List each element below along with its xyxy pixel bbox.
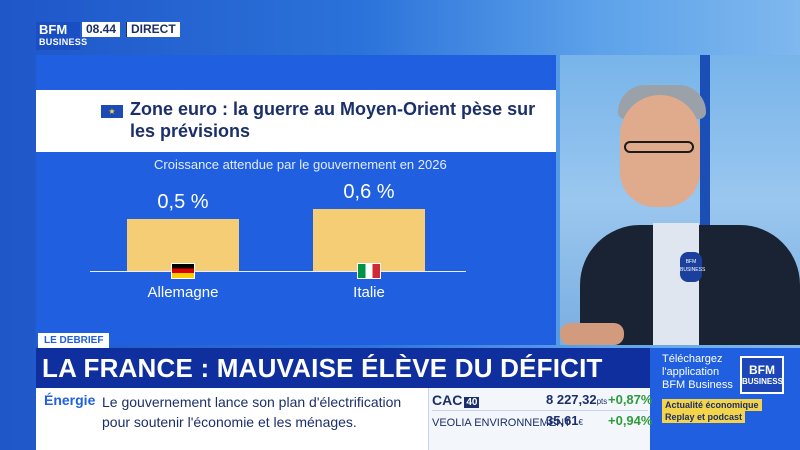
- chart-value-label: 0,5 %: [157, 191, 209, 214]
- germany-flag-icon: [171, 263, 195, 279]
- bar-chart: 0,5 % Allemagne 0,6 % Italie: [36, 180, 556, 310]
- market-divider: [432, 410, 648, 411]
- italy-flag-icon: [357, 263, 381, 279]
- promo-logo: BFM BUSINESS: [740, 356, 784, 394]
- market-change: +0,94%: [608, 413, 653, 428]
- logo-line1: BFM: [39, 22, 68, 37]
- presenter-shirt: [653, 223, 699, 345]
- promo-tag-replay: Replay et podcast: [662, 411, 746, 423]
- channel-logo: BFM BUSINESS: [36, 22, 88, 50]
- logo-line2: BUSINESS: [39, 37, 88, 47]
- promo-logo-line2: BUSINESS: [742, 377, 783, 386]
- market-name: CAC 40: [432, 392, 480, 408]
- presenter-hand: [560, 323, 624, 345]
- ticker-category: Énergie: [44, 392, 96, 408]
- title-band: [36, 348, 650, 388]
- promo-logo-line1: BFM: [749, 363, 775, 377]
- microphone: BFM BUSINESS: [680, 252, 705, 282]
- chart-baseline: [90, 271, 466, 272]
- chart-bar: [313, 209, 425, 271]
- promo-tag-news: Actualité économique: [662, 399, 762, 411]
- presenter: BFM BUSINESS: [560, 55, 800, 345]
- chart-value-label: 0,6 %: [343, 181, 395, 203]
- chart-category-label: Italie: [353, 284, 385, 301]
- market-unit: pts: [596, 397, 608, 406]
- live-label: DIRECT: [126, 22, 180, 37]
- program-label: LE DEBRIEF: [38, 333, 110, 348]
- studio-pillar: [700, 55, 710, 345]
- market-row: VEOLIA ENVIRONNEMENT 35,61€ +0,94%: [432, 411, 652, 433]
- clock: 08.44: [82, 22, 121, 37]
- market-value-text: 8 227,32: [546, 392, 597, 407]
- chart-subtitle: Croissance attendue par le gouvernement …: [154, 157, 447, 172]
- market-unit: €: [578, 418, 583, 427]
- market-name: VEOLIA ENVIRONNEMENT: [432, 417, 571, 429]
- market-value: 35,61€: [546, 413, 583, 428]
- promo-text: Téléchargez l'application BFM Business: [662, 353, 733, 391]
- market-row: CAC 40 8 227,32pts +0,87%: [432, 390, 652, 412]
- ticker-text: Le gouvernement lance son plan d'électri…: [102, 394, 402, 430]
- market-value: 8 227,32pts: [546, 392, 607, 407]
- chart-category-label: Allemagne: [147, 284, 219, 301]
- eu-flag-icon: ★: [100, 104, 124, 119]
- market-change: +0,87%: [608, 392, 653, 407]
- panel-headline: Zone euro : la guerre au Moyen-Orient pè…: [130, 99, 536, 141]
- panel-header: [36, 90, 556, 152]
- lower-third-title: LA FRANCE : MAUVAISE ÉLÈVE DU DÉFICIT: [42, 353, 603, 383]
- market-value-text: 35,61: [546, 413, 579, 428]
- presenter-glasses: [624, 141, 694, 153]
- news-ticker: [36, 388, 428, 450]
- market-badge: 40: [464, 397, 480, 408]
- chart-bar: [127, 219, 239, 271]
- market-name-text: CAC: [432, 392, 463, 408]
